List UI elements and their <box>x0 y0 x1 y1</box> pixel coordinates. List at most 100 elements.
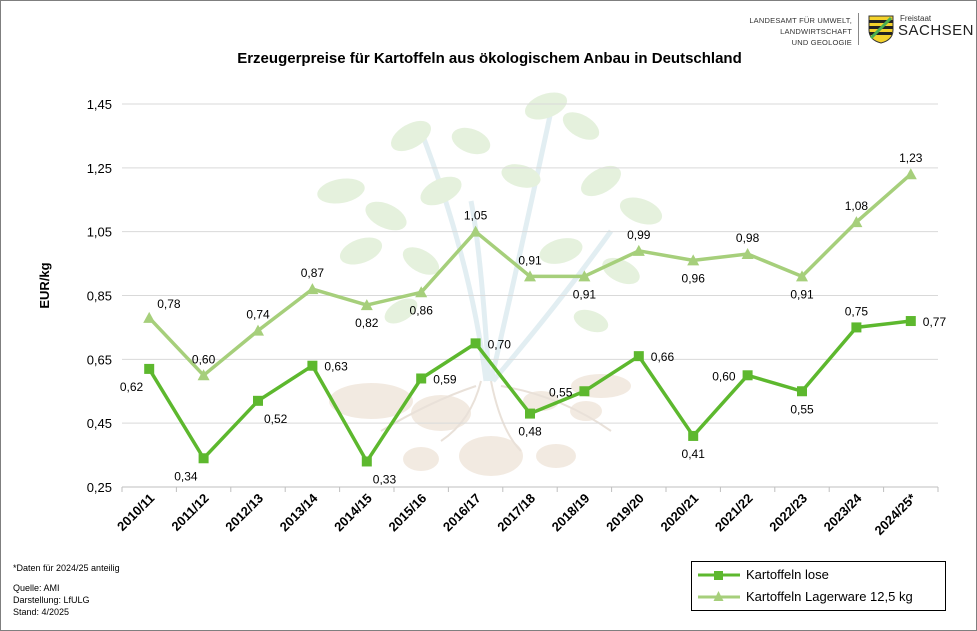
data-label: 0,62 <box>120 380 144 394</box>
data-label: 0,66 <box>651 350 675 364</box>
data-label: 0,48 <box>518 425 542 439</box>
data-point <box>632 244 645 256</box>
data-point <box>851 322 862 333</box>
logo-divider <box>858 13 859 45</box>
data-point <box>307 360 318 371</box>
data-label: 0,99 <box>627 228 651 242</box>
data-point <box>524 270 536 282</box>
data-label: 0,91 <box>790 287 814 301</box>
data-label: 0,60 <box>712 369 736 383</box>
data-label: 0,77 <box>923 315 947 329</box>
data-label: 0,63 <box>324 360 348 374</box>
legend-label-lose: Kartoffeln lose <box>746 567 829 582</box>
x-tick-label: 2021/22 <box>712 491 756 535</box>
x-tick-label: 2018/19 <box>549 491 593 535</box>
chart-legend: Kartoffeln lose Kartoffeln Lagerware 12,… <box>691 561 946 611</box>
data-label: 0,91 <box>573 287 597 301</box>
data-label: 0,96 <box>682 271 706 285</box>
data-point <box>797 386 807 397</box>
data-point <box>688 430 699 441</box>
x-tick-label: 2015/16 <box>385 491 429 535</box>
data-point <box>360 299 373 311</box>
x-tick-label: 2010/11 <box>114 491 157 534</box>
data-label: 0,55 <box>549 385 573 399</box>
data-label: 0,91 <box>518 253 542 267</box>
data-point <box>469 225 482 237</box>
y-tick-label: 1,05 <box>87 225 112 240</box>
data-label: 0,33 <box>373 472 397 486</box>
source-text: Quelle: AMI <box>13 583 60 593</box>
x-tick-label: 2014/15 <box>331 491 375 535</box>
data-point <box>143 311 156 323</box>
x-tick-label: 2013/14 <box>277 490 321 534</box>
data-label: 1,08 <box>845 199 869 213</box>
data-label: 1,23 <box>899 151 923 165</box>
data-point <box>252 324 264 336</box>
data-point <box>470 338 481 349</box>
data-point <box>361 456 372 467</box>
data-label: 0,41 <box>682 447 706 461</box>
data-label: 0,59 <box>433 372 457 386</box>
legend-label-lager: Kartoffeln Lagerware 12,5 kg <box>746 589 913 604</box>
y-axis-title: EUR/kg <box>37 262 52 308</box>
data-label: 0,74 <box>246 308 270 322</box>
data-point <box>633 351 644 362</box>
y-tick-label: 0,25 <box>87 480 112 495</box>
x-tick-label: 2011/12 <box>168 491 211 534</box>
data-point <box>416 373 427 384</box>
data-label: 0,98 <box>736 231 760 245</box>
agency-logo-text: LANDESAMT FÜR UMWELT, LANDWIRTSCHAFT UND… <box>749 16 852 47</box>
x-tick-label: 2020/21 <box>657 491 701 535</box>
footnote: *Daten für 2024/25 anteilig <box>13 563 120 573</box>
data-point <box>904 168 917 180</box>
y-tick-label: 1,45 <box>87 97 112 112</box>
data-point <box>197 369 210 381</box>
y-tick-label: 0,45 <box>87 416 112 431</box>
data-label: 0,70 <box>488 337 512 351</box>
y-tick-label: 1,25 <box>87 161 112 176</box>
y-tick-label: 0,85 <box>87 289 112 304</box>
series-line <box>147 319 912 464</box>
data-point <box>253 395 263 406</box>
data-point <box>742 370 753 381</box>
saxony-coat-of-arms-icon <box>868 15 894 44</box>
x-tick-label: 2012/13 <box>222 491 266 535</box>
data-label: 0,82 <box>355 316 379 330</box>
chart-title: Erzeugerpreise für Kartoffeln aus ökolog… <box>237 50 742 67</box>
potato-plant-watermark <box>317 92 663 476</box>
data-label: 1,05 <box>464 209 488 223</box>
logo-sachsen: SACHSEN <box>898 22 975 39</box>
data-point <box>905 316 916 327</box>
data-label: 0,87 <box>301 266 325 280</box>
data-label: 0,60 <box>192 352 216 366</box>
author-text: Darstellung: LfULG <box>13 595 90 605</box>
data-label: 0,55 <box>790 402 814 416</box>
data-label: 0,78 <box>157 297 181 311</box>
data-point <box>687 254 700 266</box>
data-point <box>741 248 754 260</box>
data-label: 0,34 <box>174 469 198 483</box>
x-tick-label: 2023/24 <box>821 490 865 534</box>
x-tick-label: 2019/20 <box>603 491 647 535</box>
data-point <box>578 270 591 282</box>
data-point <box>579 386 590 397</box>
x-tick-label: 2024/25* <box>872 490 920 538</box>
logo-freistaat: Freistaat <box>900 14 932 23</box>
data-point <box>796 270 808 282</box>
x-tick-label: 2016/17 <box>440 491 484 535</box>
date-text: Stand: 4/2025 <box>13 607 70 617</box>
y-tick-label: 0,65 <box>87 352 112 367</box>
data-point <box>525 408 535 419</box>
data-point <box>850 216 863 228</box>
data-point <box>415 286 428 298</box>
data-point <box>144 363 155 374</box>
data-label: 0,86 <box>410 303 434 317</box>
data-point <box>306 283 319 295</box>
data-point <box>198 453 209 464</box>
source-info: Quelle: AMI Darstellung: LfULG Stand: 4/… <box>13 582 90 618</box>
data-label: 0,75 <box>845 304 869 318</box>
x-tick-label: 2022/23 <box>766 491 810 535</box>
data-label: 0,52 <box>264 412 288 426</box>
